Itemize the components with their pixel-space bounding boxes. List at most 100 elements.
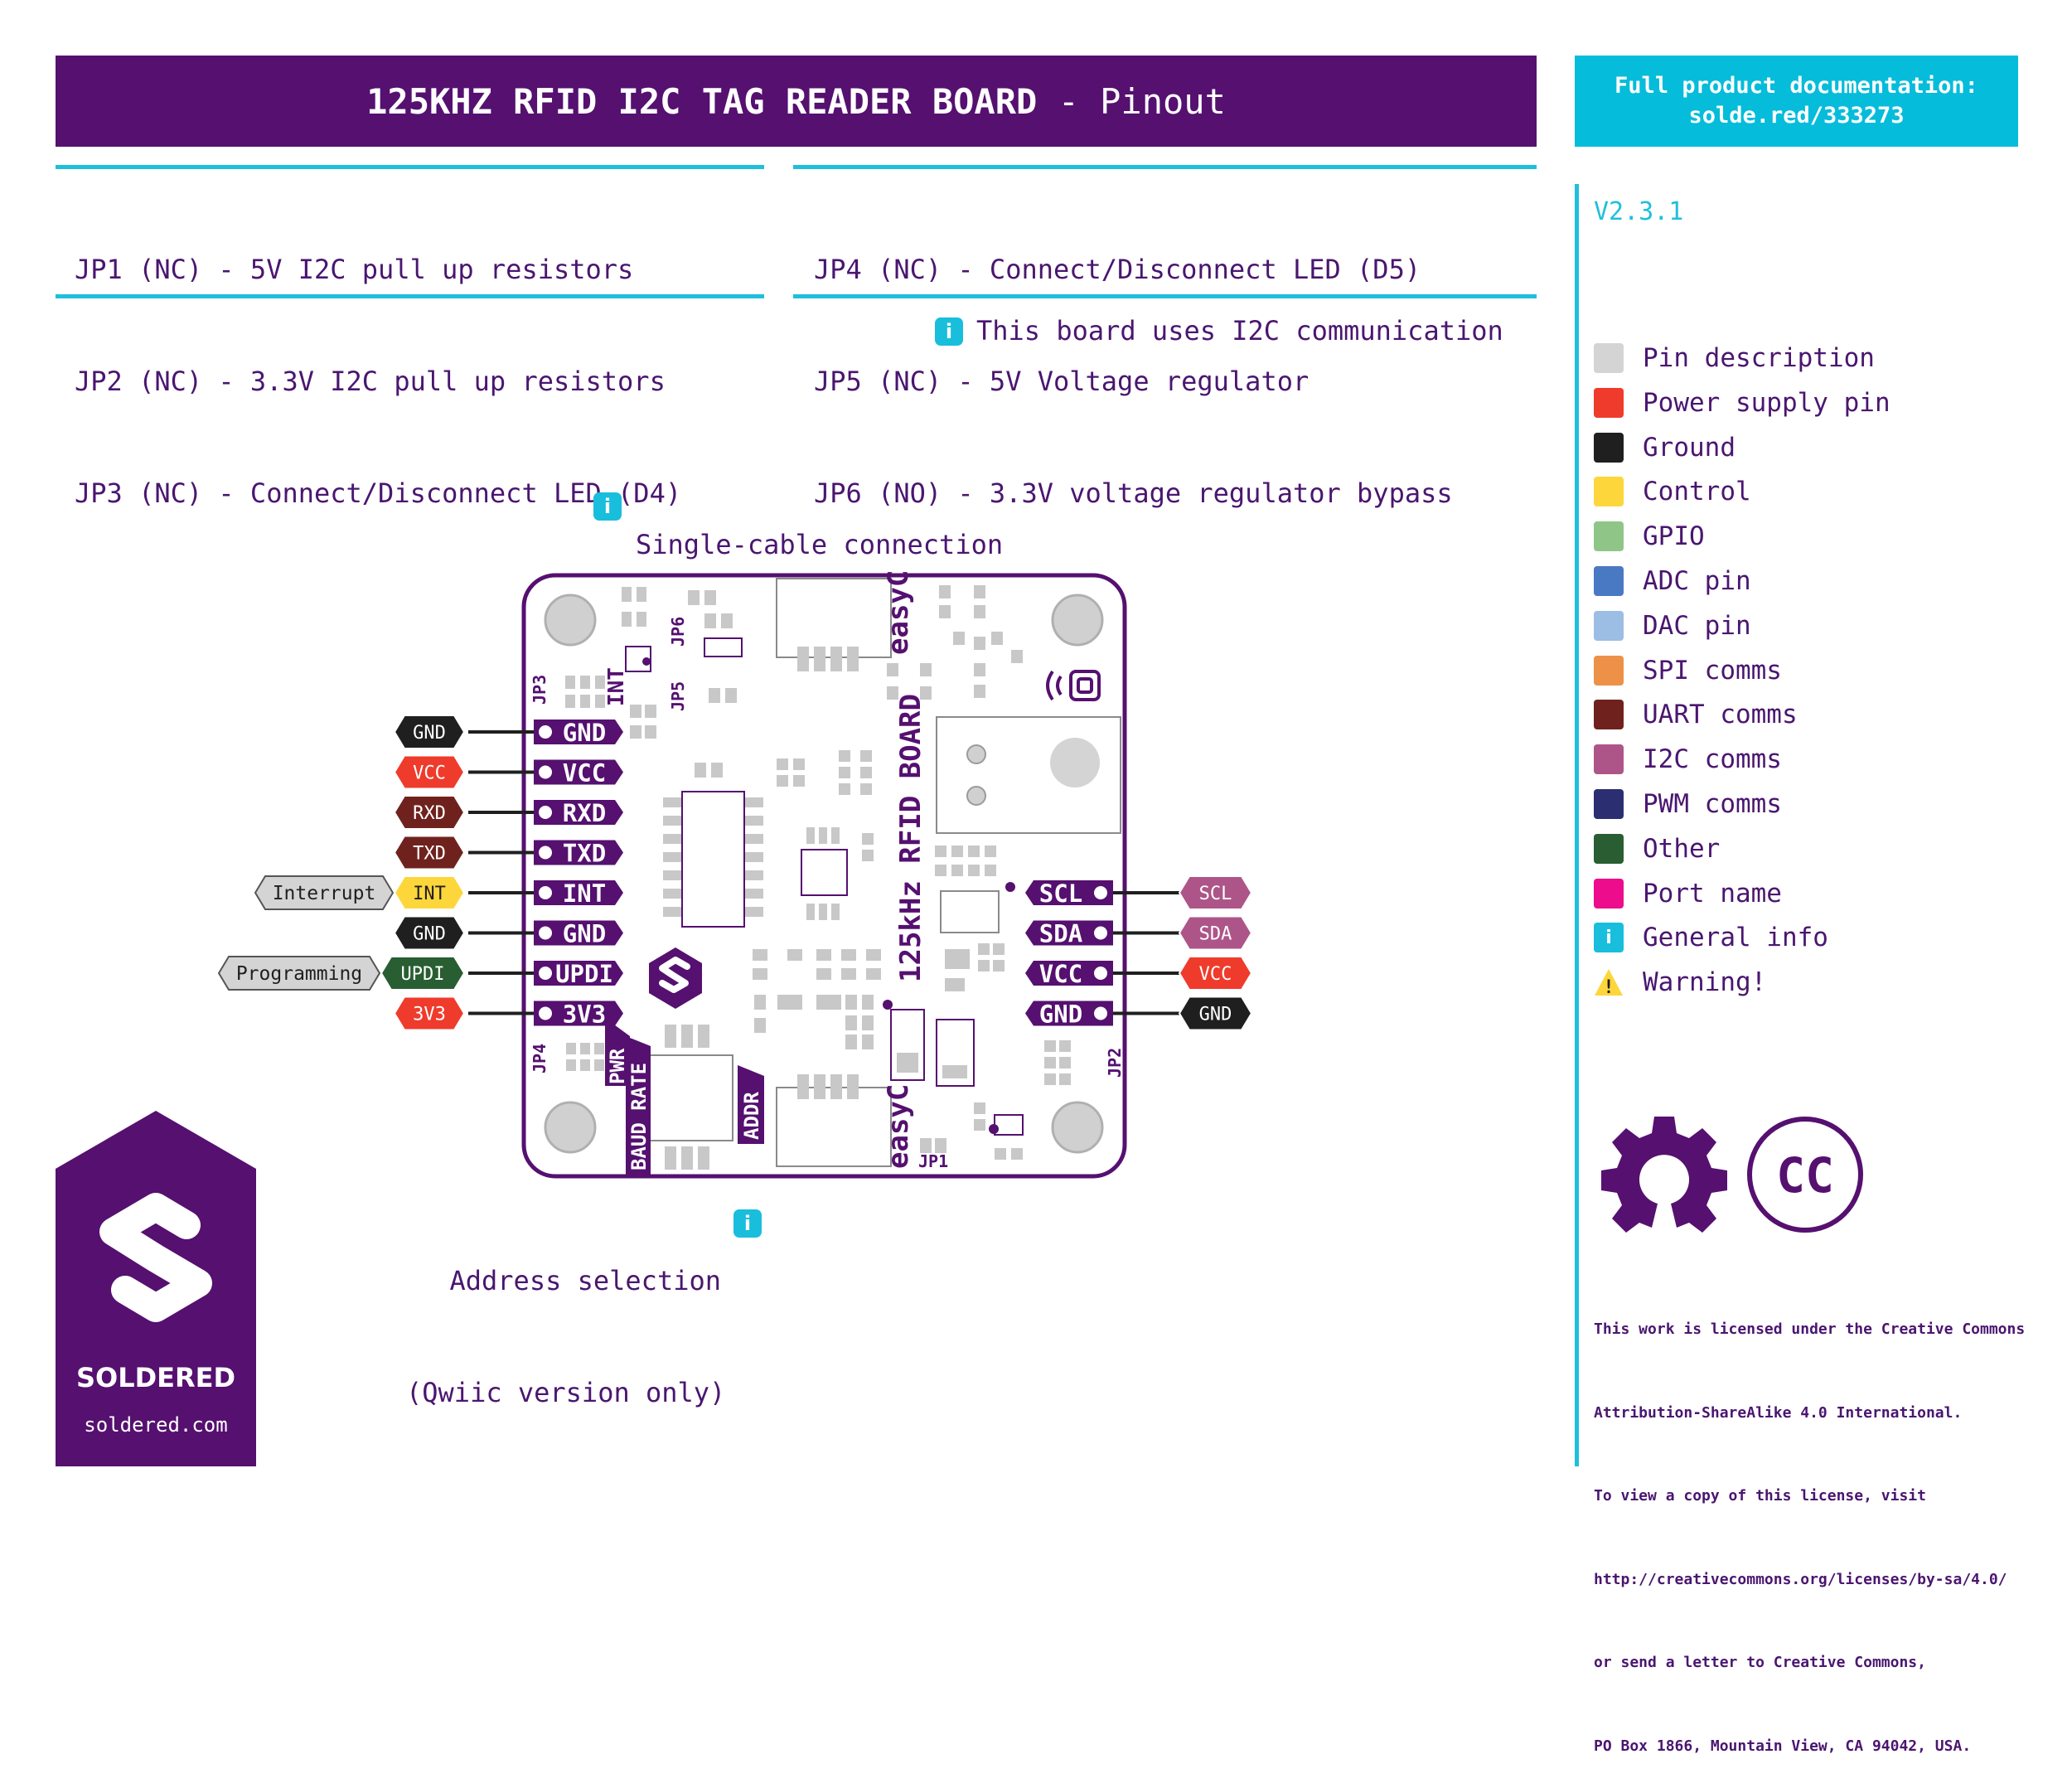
cc-text: CC [1776, 1147, 1834, 1204]
svg-text:!: ! [1603, 977, 1614, 997]
smd-components [565, 585, 1071, 1170]
legend-swatch [1594, 343, 1624, 373]
address-info-text: Address selection (Qwiic version only) [406, 1188, 725, 1449]
board-pin-text: RXD [563, 799, 606, 827]
board-pin-text: GND [563, 719, 606, 747]
legend-label: Warning! [1643, 967, 1767, 998]
legend-item: Power supply pin [1594, 386, 1890, 419]
legend-item: SPI comms [1594, 654, 1782, 687]
documentation-link[interactable]: Full product documentation: solde.red/33… [1575, 56, 2018, 147]
pin-row-gnd: GND GND [393, 915, 623, 951]
int-label: INT [604, 667, 629, 706]
divider [793, 294, 1537, 298]
legend-label: Other [1643, 833, 1721, 864]
baud-label: BAUD RATE [627, 1063, 651, 1170]
board-pin-text: VCC [563, 759, 606, 787]
addr-tab [738, 1065, 764, 1144]
legend-item: Control [1594, 475, 1751, 508]
board-pin-text: SCL [1039, 879, 1082, 908]
page-title: 125KHZ RFID I2C TAG READER BOARD - Pinou… [56, 56, 1537, 147]
pin-hole [1094, 967, 1107, 980]
pin-hole [1094, 1006, 1107, 1020]
legend-swatch [1594, 387, 1624, 418]
legend-swatch [1594, 655, 1624, 686]
easyc-label-top: easyC [882, 570, 915, 655]
jp3-label: JP3 [530, 675, 549, 705]
legend-swatch [1594, 833, 1624, 864]
pin-tag [393, 996, 466, 1031]
jumper-note: JP6 (NO) - 3.3V voltage regulator bypass [814, 477, 1453, 509]
note-line: Single-cable connection [636, 529, 1004, 560]
address-switch [647, 1054, 733, 1141]
board-diagram: 125kHz RFID BOARD easyC easyC JP3 JP4 JP… [217, 570, 1253, 1179]
pin-tag [393, 795, 466, 830]
board-pin-label [534, 840, 623, 865]
board-pin-label [534, 1001, 623, 1026]
legend-label: DAC pin [1643, 610, 1751, 641]
mounting-hole [1051, 594, 1104, 647]
legend-item: Other [1594, 832, 1720, 865]
pin-tag-text: UPDI [401, 964, 445, 985]
legend-swatch [1594, 789, 1624, 819]
i2c-info-text: This board uses I2C communication [976, 315, 1503, 346]
pin-row-sda: SDA SDA [1025, 915, 1253, 951]
pin-hole [539, 806, 552, 819]
info-icon: i [1594, 923, 1624, 953]
soldered-brand-block [56, 1111, 256, 1466]
legend-item: Port name [1594, 877, 1782, 910]
chip-pins [663, 797, 763, 917]
license-url[interactable]: http://creativecommons.org/licenses/by-s… [1594, 1570, 2007, 1588]
pin-tag-text: GND [413, 723, 446, 744]
legend-swatch [1594, 566, 1624, 596]
soldered-board-logo [649, 947, 702, 1009]
version-label: V2.3.1 [1594, 197, 1684, 226]
license-text: This work is licensed under the Creative… [1594, 1260, 2025, 1788]
info-icon: i [733, 1209, 762, 1238]
brand-url[interactable]: soldered.com [84, 1413, 228, 1437]
legend-label: SPI comms [1643, 655, 1782, 686]
pin-hole [539, 926, 552, 940]
doc-url[interactable]: solde.red/333273 [1688, 103, 1905, 128]
board-pin-label [534, 920, 623, 946]
pin-tag-text: VCC [413, 763, 446, 784]
connector-pads [797, 1074, 859, 1099]
pin-hole [539, 967, 552, 980]
pin-row-txd: TXD TXD [393, 835, 623, 870]
nfc-icon [1046, 670, 1101, 701]
pin-tag [1178, 875, 1253, 910]
board-pin-text: GND [563, 920, 606, 948]
pin-tag [380, 956, 466, 991]
pin-tag-text: INT [413, 884, 446, 904]
pin-hole [1094, 926, 1107, 940]
regulator-chip [801, 849, 848, 896]
jumper-list-left: JP1 (NC) - 5V I2C pull up resistors JP2 … [75, 177, 681, 550]
warning-icon: ! [1595, 969, 1623, 997]
jp6-label: JP6 [668, 617, 688, 647]
jumper-note: JP1 (NC) - 5V I2C pull up resistors [75, 254, 634, 285]
legend-item: DAC pin [1594, 609, 1751, 642]
legend-label: General info [1643, 923, 1828, 953]
addr-label: ADDR [740, 1092, 763, 1140]
pin-description-tag [217, 956, 381, 991]
connector-pads [797, 647, 859, 671]
pin-hole [539, 725, 552, 739]
board-pin-text: INT [563, 879, 606, 908]
pwr-label: PWR [606, 1048, 629, 1084]
pin-row-int: INT INT Interrupt [254, 875, 623, 910]
license-line: This work is licensed under the Creative… [1594, 1320, 2026, 1338]
legend-swatch [1594, 477, 1624, 507]
pin-tag [1178, 956, 1253, 991]
pin-row-vcc: VCC VCC [393, 754, 623, 790]
info-icon: i [593, 492, 622, 521]
jumper-note: JP2 (NC) - 3.3V I2C pull up resistors [75, 366, 666, 397]
legend-swatch [1594, 521, 1624, 552]
pin-description-tag [254, 875, 395, 910]
pin-tag-text: GND [413, 924, 446, 945]
legend-item: PWM comms [1594, 787, 1782, 821]
board-pin-label [534, 759, 623, 785]
info-icon: i [935, 317, 963, 346]
board-name: 125kHz RFID BOARD [894, 694, 927, 982]
board-pin-label [534, 880, 623, 905]
cc-icon [1747, 1117, 1863, 1233]
legend-label: Control [1643, 477, 1751, 507]
